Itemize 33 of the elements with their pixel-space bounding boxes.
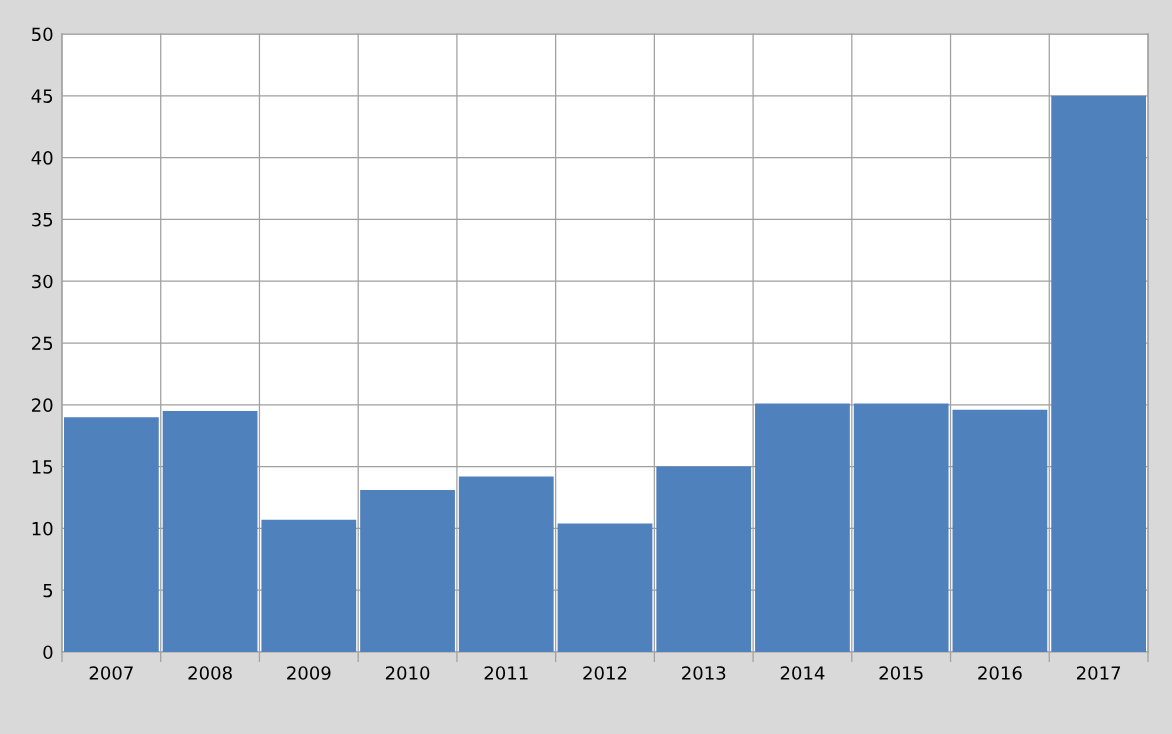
bar bbox=[63, 417, 159, 652]
bar bbox=[557, 523, 653, 652]
y-tick-label: 50 bbox=[32, 27, 53, 42]
x-tick-label: 2016 bbox=[978, 666, 1022, 680]
x-tick-label: 2014 bbox=[780, 666, 825, 680]
y-tick-label: 30 bbox=[32, 274, 53, 289]
x-tick-label: 2009 bbox=[287, 666, 331, 680]
y-tick-label: 20 bbox=[32, 398, 53, 412]
x-tick-label: 2007 bbox=[89, 666, 133, 680]
y-tick-label: 15 bbox=[32, 460, 53, 474]
x-tick-label: 2013 bbox=[682, 666, 726, 680]
bar bbox=[261, 519, 357, 652]
bar bbox=[162, 410, 258, 652]
bar bbox=[656, 466, 752, 652]
bar bbox=[1051, 95, 1147, 652]
y-tick-label: 45 bbox=[31, 89, 53, 103]
bar bbox=[360, 490, 455, 652]
y-tick-label: 25 bbox=[32, 336, 53, 351]
x-tick-label: 2011 bbox=[484, 666, 528, 680]
y-tick-label: 40 bbox=[31, 151, 53, 165]
x-tick-label: 2010 bbox=[385, 666, 430, 680]
bar bbox=[458, 476, 554, 652]
x-tick-label: 2012 bbox=[583, 666, 627, 680]
y-tick-label: 35 bbox=[32, 212, 53, 227]
bar bbox=[952, 409, 1048, 652]
y-tick-label: 0 bbox=[43, 645, 53, 660]
bar bbox=[755, 403, 850, 652]
bar bbox=[853, 403, 949, 652]
x-tick-label: 2017 bbox=[1076, 666, 1121, 680]
x-tick-label: 2015 bbox=[879, 666, 923, 680]
x-tick-label: 2008 bbox=[188, 666, 232, 680]
y-tick-label: 10 bbox=[32, 521, 53, 536]
y-tick-label: 5 bbox=[43, 583, 53, 598]
